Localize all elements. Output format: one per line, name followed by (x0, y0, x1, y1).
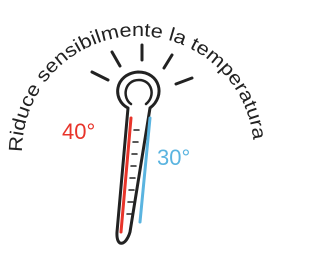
thermometer-icon: Riduce sensibilmente la temperatura 40° … (0, 0, 268, 259)
cool-label: 30° (157, 145, 190, 170)
ray (112, 52, 120, 66)
ray (176, 78, 192, 84)
ray (164, 55, 172, 68)
hot-label: 40° (62, 119, 95, 144)
thermometer (117, 72, 159, 243)
ray (92, 72, 108, 80)
page: Riduce sensibilmente la temperatura 40° … (0, 0, 268, 259)
